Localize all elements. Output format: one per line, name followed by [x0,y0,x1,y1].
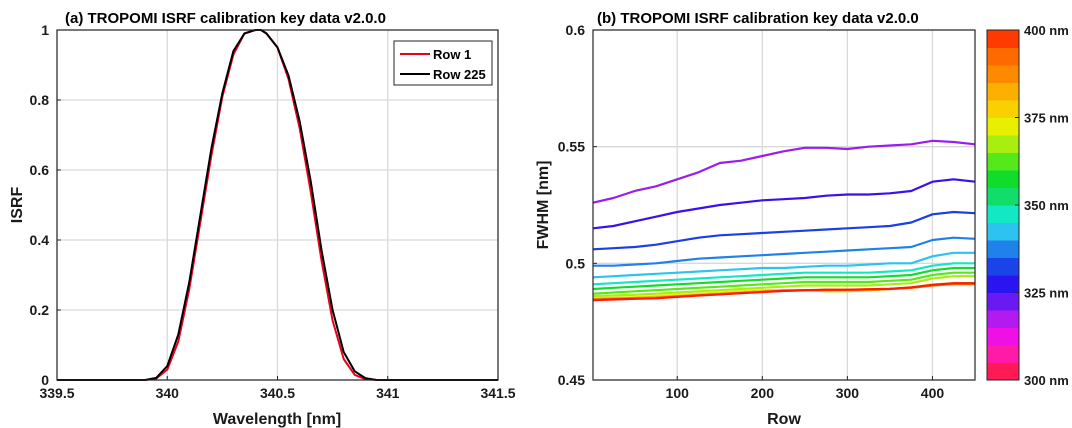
panel-b-series-line-355nm [592,262,975,286]
panel-a-ytick-label-2: 0.4 [30,232,50,248]
panel-b-fwhm-chart: 100 200 300 400 0.45 0.5 0.55 0.6 (b) TROPOMI … [535,10,1069,428]
panel-b-ytick-label-0: 0.45 [558,372,585,388]
panel-b-series-line-370nm [592,275,975,298]
colorbar-segment-18 [987,47,1019,66]
colorbar-tick-label-4: 400 nm [1024,23,1069,38]
panel-a-ytick-label-1: 0.2 [30,302,50,318]
panel-a-y-ticks: 0 0.2 0.4 0.6 0.8 1 [30,22,61,388]
panel-a-series [57,29,498,381]
colorbar-segment-19 [987,30,1019,48]
panel-b-series-line-335nm [592,178,976,230]
panel-a-ytick-label-5: 1 [41,22,49,38]
panel-b-series-line-350nm [592,251,975,279]
panel-a-y-axis-label: ISRF [9,187,26,224]
panel-b-series-line-400nm [592,282,975,302]
colorbar-segment-17 [987,65,1019,83]
panel-b-ytick-label-3: 0.6 [566,22,586,38]
panel-a-xtick-label-4: 341.5 [480,385,515,401]
panel-b-series-line-345nm [593,236,976,267]
panel-b-series-line-360nm [592,266,975,291]
panel-b-xtick-label-0: 100 [666,385,690,401]
colorbar-segment-11 [987,170,1019,188]
panel-a-isrf-chart: 339.5 340 340.5 341 341.5 0 0.2 0.4 0.6 0.8 1 (a)… [9,10,516,428]
panel-b-series [592,139,976,302]
colorbar-segment-15 [987,100,1019,118]
colorbar-segment-16 [987,82,1019,101]
panel-b-axes-box [592,29,976,381]
colorbar-segment-9 [987,205,1019,223]
panel-b-series-line-330nm [592,139,976,204]
colorbar-segment-12 [987,152,1019,171]
colorbar-segment-8 [987,222,1019,241]
panel-b-xtick-label-3: 400 [921,385,945,401]
legend-label-row-1: Row 1 [433,47,471,62]
panel-b-x-ticks: 100 200 300 400 [666,376,945,401]
legend-label-row-225: Row 225 [433,67,486,82]
colorbar-segment-5 [987,275,1019,293]
panel-a-series-line-1 [57,29,498,381]
panel-b-y-ticks: 0.45 0.5 0.55 0.6 [558,22,597,388]
panel-a-xtick-label-3: 341 [376,385,400,401]
panel-b-xtick-label-1: 200 [751,385,775,401]
panel-b-ytick-label-1: 0.5 [566,255,586,271]
colorbar-segment-4 [987,292,1019,311]
colorbar-segment-0 [987,362,1019,381]
panel-a-ytick-label-0: 0 [41,372,49,388]
panel-a-legend-box [393,40,493,86]
colorbar: 300 nm 325 nm 350 nm 375 nm 400 nm [986,23,1069,388]
colorbar-tick-label-2: 350 nm [1024,198,1069,213]
colorbar-segment-3 [987,310,1019,328]
colorbar-segment-7 [987,240,1019,258]
panel-b-plot-area [593,30,975,380]
colorbar-tick-label-1: 325 nm [1024,286,1069,301]
colorbar-segment-10 [987,187,1019,206]
panel-a-xtick-label-0: 339.5 [39,385,74,401]
panel-a-xtick-label-1: 340 [156,385,180,401]
panel-b-title: (b) TROPOMI ISRF calibration key data v2… [597,10,919,27]
panel-a-ytick-label-3: 0.6 [30,162,50,178]
colorbar-tick-label-0: 300 nm [1024,373,1069,388]
colorbar-tick-label-3: 375 nm [1024,111,1069,126]
panel-a-x-axis-label: Wavelength [nm] [213,411,341,428]
colorbar-segment-6 [987,257,1019,276]
panel-b-y-axis-label: FWHM [nm] [535,161,552,250]
colorbar-segment-14 [987,117,1019,136]
colorbar-segment-13 [987,135,1019,153]
colorbar-segment-2 [987,327,1019,346]
panel-b-series-line-340nm [592,210,976,251]
panel-b-x-axis-label: Row [767,411,801,428]
panel-a-ytick-label-4: 0.8 [30,92,50,108]
panel-a-legend: Row 1 Row 225 [393,40,493,86]
panel-b-ytick-label-2: 0.55 [558,139,585,155]
panel-a-x-ticks: 339.5 340 340.5 341 341.5 [39,376,516,401]
colorbar-segment-1 [987,345,1019,363]
panel-a-xtick-label-2: 340.5 [260,385,295,401]
panel-b-series-line-365nm [592,271,975,295]
panel-b-xtick-label-2: 300 [836,385,860,401]
panel-a-title: (a) TROPOMI ISRF calibration key data v2… [65,10,386,27]
